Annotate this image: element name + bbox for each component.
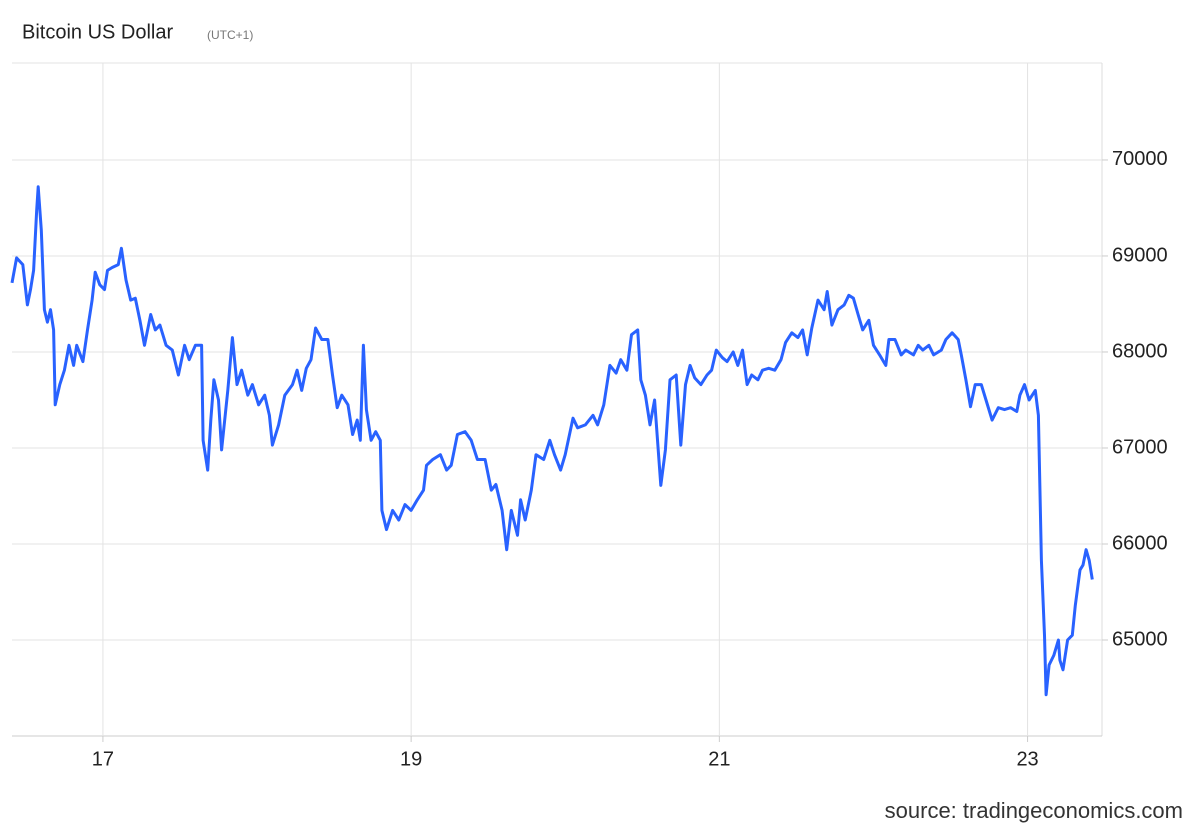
chart-title: Bitcoin US Dollar bbox=[22, 21, 174, 43]
y-tick-label: 67000 bbox=[1112, 436, 1168, 458]
chart-subtitle: (UTC+1) bbox=[207, 28, 253, 42]
y-tick-label: 66000 bbox=[1112, 532, 1168, 554]
y-tick-label: 69000 bbox=[1112, 244, 1168, 266]
x-tick-label: 17 bbox=[92, 748, 114, 770]
y-tick-label: 68000 bbox=[1112, 340, 1168, 362]
y-tick-label: 65000 bbox=[1112, 628, 1168, 650]
y-tick-label: 70000 bbox=[1112, 148, 1168, 170]
price-line bbox=[10, 185, 1094, 697]
x-tick-label: 21 bbox=[708, 748, 730, 770]
source: source: tradingeconomics.com bbox=[885, 798, 1183, 823]
x-tick-label: 19 bbox=[400, 748, 422, 770]
x-tick-label: 23 bbox=[1016, 748, 1038, 770]
